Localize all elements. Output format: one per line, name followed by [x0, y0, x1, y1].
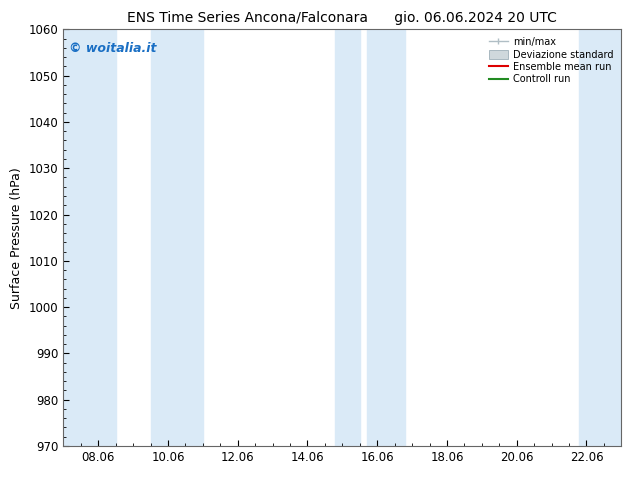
Text: © woitalia.it: © woitalia.it: [69, 42, 157, 55]
Bar: [151, 29, 203, 446]
Title: ENS Time Series Ancona/Falconara      gio. 06.06.2024 20 UTC: ENS Time Series Ancona/Falconara gio. 06…: [127, 11, 557, 25]
Bar: [335, 29, 360, 446]
Y-axis label: Surface Pressure (hPa): Surface Pressure (hPa): [10, 167, 23, 309]
Bar: [579, 29, 621, 446]
Legend: min/max, Deviazione standard, Ensemble mean run, Controll run: min/max, Deviazione standard, Ensemble m…: [486, 34, 616, 87]
Bar: [63, 29, 115, 446]
Bar: [366, 29, 405, 446]
